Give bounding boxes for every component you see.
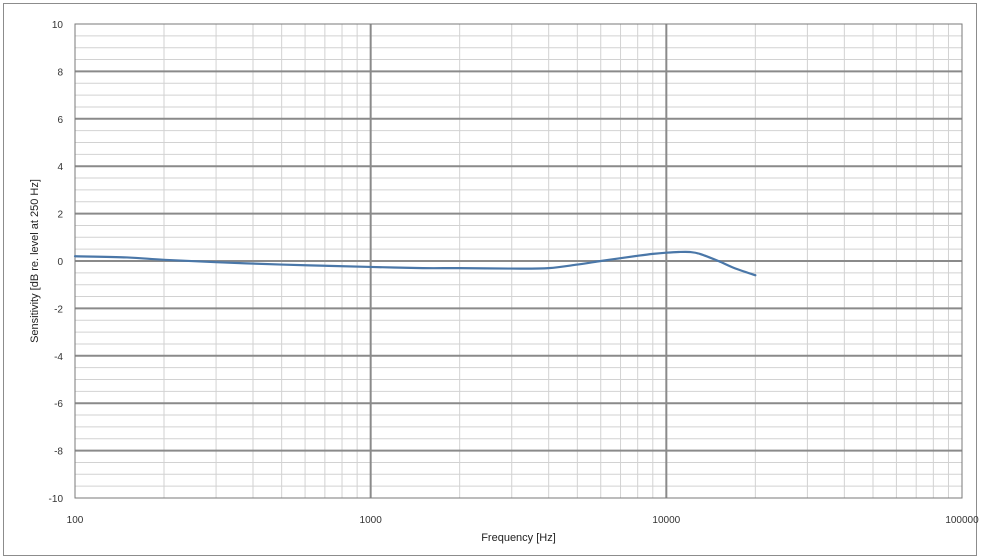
y-tick-label: 6 <box>57 115 63 126</box>
y-tick-labels: 10 8 6 4 2 0 -2 -4 -6 -8 -10 <box>49 20 64 505</box>
y-tick-label: -8 <box>54 447 63 458</box>
y-tick-label: -10 <box>49 494 64 505</box>
plot-area-border <box>74 23 963 499</box>
x-tick-label: 100000 <box>945 515 979 526</box>
y-tick-label: -2 <box>54 304 63 315</box>
x-axis-title: Frequency [Hz] <box>481 532 556 544</box>
x-tick-label: 10000 <box>652 515 680 526</box>
y-tick-label: 4 <box>57 162 63 173</box>
y-tick-label: -4 <box>54 352 63 363</box>
y-tick-label: 10 <box>52 20 64 31</box>
y-tick-label: 0 <box>57 257 63 268</box>
series-layer <box>73 250 757 277</box>
x-tick-label: 100 <box>67 515 84 526</box>
x-tick-label: 1000 <box>360 515 383 526</box>
y-axis-title: Sensitivity [dB re. level at 250 Hz] <box>29 179 41 343</box>
y-tick-label: -6 <box>54 399 63 410</box>
x-tick-labels: 100 1000 10000 100000 <box>67 515 979 526</box>
series-line-0 <box>73 250 757 277</box>
y-tick-label: 2 <box>57 210 63 221</box>
y-tick-label: 8 <box>57 67 63 78</box>
major-gridlines <box>75 24 962 498</box>
